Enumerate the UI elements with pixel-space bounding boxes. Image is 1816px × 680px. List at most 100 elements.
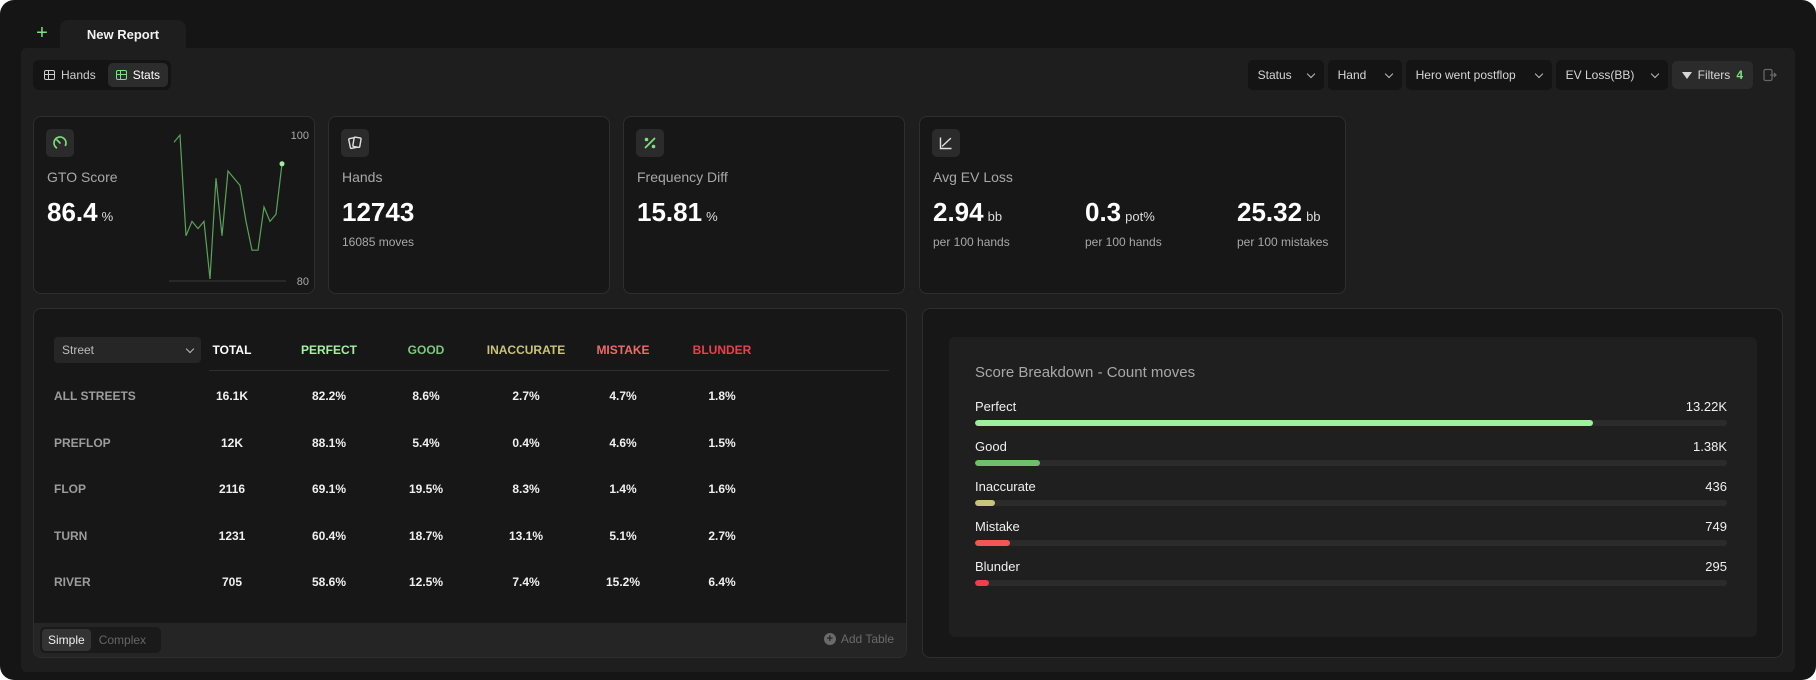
table-cell: 2.7% bbox=[512, 389, 540, 403]
column-header-good: GOOD bbox=[407, 343, 445, 357]
avg-ev-loss-title: Avg EV Loss bbox=[933, 169, 1013, 185]
plus-circle-icon: + bbox=[823, 633, 836, 645]
breakdown-value: 1.38K bbox=[1693, 439, 1727, 454]
row-label: ALL STREETS bbox=[54, 389, 136, 403]
tab-new-report[interactable]: New Report bbox=[60, 20, 186, 48]
add-table-button[interactable]: + Add Table bbox=[823, 632, 894, 646]
column-header-inaccurate: INACCURATE bbox=[486, 343, 566, 357]
table-cell: 13.1% bbox=[508, 529, 544, 543]
cards-icon bbox=[341, 129, 369, 157]
breakdown-value: 749 bbox=[1705, 519, 1727, 534]
frequency-diff-number: 15.81 bbox=[637, 197, 703, 227]
ev-loss-number-3: 25.32 bbox=[1237, 197, 1303, 227]
table-cell: 4.7% bbox=[609, 389, 637, 403]
table-cell: 15.2% bbox=[605, 575, 641, 589]
breakdown-fill-bar bbox=[975, 500, 996, 506]
breakdown-fill-bar bbox=[975, 420, 1594, 426]
filters-count-badge: 4 bbox=[1736, 68, 1743, 82]
table-cell: 58.6% bbox=[311, 575, 347, 589]
table-cell: 18.7% bbox=[408, 529, 444, 543]
ev-loss-number-2: 0.3 bbox=[1085, 197, 1122, 227]
column-header-blunder: BLUNDER bbox=[692, 343, 752, 357]
ev-loss-dropdown[interactable]: EV Loss(BB) bbox=[1555, 60, 1668, 90]
frequency-diff-title: Frequency Diff bbox=[637, 169, 728, 185]
chevron-down-icon bbox=[1534, 69, 1543, 78]
hands-title: Hands bbox=[342, 169, 383, 185]
hands-value: 12743 bbox=[342, 197, 415, 227]
sidebar-toggle-icon[interactable] bbox=[1757, 61, 1783, 89]
table-cell: 12K bbox=[220, 436, 243, 450]
table-cell: 6.4% bbox=[708, 575, 736, 589]
breakdown-label: Inaccurate bbox=[975, 479, 1036, 494]
frequency-diff-card: Frequency Diff 15.81% bbox=[623, 116, 905, 294]
hero-postflop-dropdown[interactable]: Hero went postflop bbox=[1405, 60, 1552, 90]
table-cell: 60.4% bbox=[311, 529, 347, 543]
street-select-label: Street bbox=[62, 343, 95, 357]
table-cell: 1231 bbox=[218, 529, 246, 543]
gauge-icon bbox=[46, 129, 74, 157]
mode-toggle: Simple Complex bbox=[40, 627, 161, 653]
breakdown-fill-bar bbox=[975, 460, 1040, 466]
breakdown-value: 436 bbox=[1705, 479, 1727, 494]
add-tab-button[interactable]: + bbox=[36, 22, 48, 44]
ev-loss-sub-3: per 100 mistakes bbox=[1237, 235, 1329, 249]
ev-loss-sub-1: per 100 hands bbox=[933, 235, 1010, 249]
sparkline-line bbox=[173, 133, 283, 280]
breakdown-track bbox=[975, 540, 1727, 546]
ev-loss-unit-3: bb bbox=[1306, 209, 1321, 224]
table-cell: 82.2% bbox=[311, 389, 347, 403]
stats-view-button[interactable]: Stats bbox=[107, 63, 169, 87]
chevron-down-icon bbox=[1650, 69, 1659, 78]
chevron-down-icon bbox=[1384, 69, 1393, 78]
gto-sparkline: 100 80 bbox=[169, 130, 309, 285]
mode-complex-button[interactable]: Complex bbox=[98, 633, 147, 647]
hand-dropdown-label: Hand bbox=[1337, 68, 1367, 82]
stats-view-label: Stats bbox=[132, 68, 161, 82]
gto-score-value: 86.4% bbox=[47, 197, 113, 228]
add-table-label: Add Table bbox=[840, 632, 894, 646]
hand-dropdown[interactable]: Hand bbox=[1327, 60, 1402, 90]
tab-bar: + New Report bbox=[0, 0, 1816, 48]
ev-loss-unit-2: pot% bbox=[1125, 209, 1155, 224]
breakdown-track bbox=[975, 580, 1727, 586]
spark-min-label: 80 bbox=[297, 276, 309, 285]
table-footer: Simple Complex + Add Table bbox=[34, 623, 906, 657]
breakdown-label: Blunder bbox=[975, 559, 1020, 574]
table-icon bbox=[44, 70, 55, 80]
table-cell: 8.3% bbox=[512, 482, 540, 496]
mode-simple-button[interactable]: Simple bbox=[42, 629, 91, 651]
table-cell: 5.4% bbox=[412, 436, 440, 450]
trend-chart-icon bbox=[932, 129, 960, 157]
breakdown-track bbox=[975, 420, 1727, 426]
table-cell: 4.6% bbox=[609, 436, 637, 450]
score-breakdown-title: Score Breakdown - Count moves bbox=[975, 364, 1196, 381]
table-cell: 1.5% bbox=[708, 436, 736, 450]
ev-loss-value-1: 2.94 bb bbox=[933, 197, 1002, 228]
gto-score-title: GTO Score bbox=[47, 169, 118, 185]
table-cell: 2116 bbox=[218, 482, 246, 496]
gto-score-card: GTO Score 86.4% 100 80 bbox=[33, 116, 315, 294]
breakdown-track bbox=[975, 460, 1727, 466]
status-dropdown[interactable]: Status bbox=[1247, 60, 1324, 90]
percent-icon bbox=[636, 129, 664, 157]
ev-loss-unit-1: bb bbox=[987, 209, 1003, 224]
hands-moves: 16085 moves bbox=[342, 235, 415, 249]
avg-ev-loss-card: Avg EV Loss 2.94 bb per 100 hands 0.3 pot%… bbox=[919, 116, 1346, 294]
table-cell: 1.4% bbox=[609, 482, 637, 496]
gto-score-number: 86.4 bbox=[47, 197, 98, 227]
breakdown-track bbox=[975, 500, 1727, 506]
chevron-down-icon bbox=[1306, 69, 1315, 78]
hero-postflop-label: Hero went postflop bbox=[1415, 68, 1516, 82]
column-header-perfect: PERFECT bbox=[300, 343, 357, 357]
column-header-total: TOTAL bbox=[212, 343, 252, 357]
spark-max-label: 100 bbox=[291, 130, 309, 142]
hands-view-button[interactable]: Hands bbox=[36, 63, 104, 87]
column-header-mistake: MISTAKE bbox=[596, 343, 650, 357]
filters-button[interactable]: Filters 4 bbox=[1671, 61, 1753, 89]
breakdown-fill-bar bbox=[975, 580, 989, 586]
table-cell: 0.4% bbox=[512, 436, 540, 450]
breakdown-label: Good bbox=[975, 439, 1007, 454]
street-select[interactable]: Street bbox=[54, 337, 201, 363]
row-label: RIVER bbox=[54, 575, 91, 589]
